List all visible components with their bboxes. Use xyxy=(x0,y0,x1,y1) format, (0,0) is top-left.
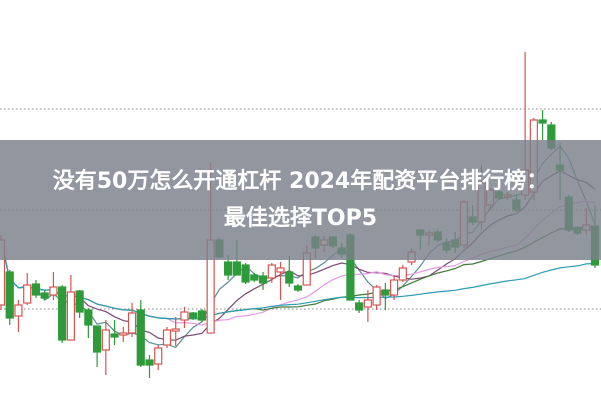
candle-down xyxy=(31,283,41,296)
candle-up xyxy=(127,312,137,334)
candle-down xyxy=(189,312,198,319)
candle-down xyxy=(285,271,294,284)
candle-down xyxy=(258,275,268,284)
candle-up xyxy=(267,264,276,279)
candle-down xyxy=(58,286,67,341)
candle-up xyxy=(180,311,189,321)
candle-down xyxy=(40,292,49,299)
candle-down xyxy=(250,274,259,281)
candle-down xyxy=(232,261,241,276)
candle-down xyxy=(75,290,84,313)
candle-down xyxy=(538,119,547,124)
title-line-2: 最佳选择TOP5 xyxy=(223,206,378,231)
ma60-line xyxy=(0,239,596,320)
candle-down xyxy=(241,264,250,283)
candle-down xyxy=(92,325,102,353)
candle-down xyxy=(145,359,154,366)
candle-up xyxy=(23,284,32,304)
candle-down xyxy=(197,310,207,321)
candle-up xyxy=(389,279,399,296)
candle-down xyxy=(136,309,145,366)
candle-up xyxy=(119,332,128,336)
candle-up xyxy=(398,267,407,281)
candle-up xyxy=(14,304,23,317)
candle-up xyxy=(372,286,381,306)
candle-down xyxy=(293,285,303,291)
candle-down xyxy=(224,261,233,276)
candle-up xyxy=(66,291,75,341)
candle-up xyxy=(154,347,163,365)
candle-down xyxy=(84,309,93,326)
candle-down xyxy=(355,302,364,311)
title-line-1: 没有50万怎么开通杠杆 2024年配资平台排行榜： xyxy=(52,169,549,194)
candle-up xyxy=(276,267,285,273)
candle-up xyxy=(171,328,180,332)
candle-up xyxy=(101,329,110,351)
candle-up xyxy=(162,329,172,346)
candle-down xyxy=(110,333,119,338)
candle-down xyxy=(5,271,14,319)
title-banner: 没有50万怎么开通杠杆 2024年配资平台排行榜： 最佳选择TOP5 xyxy=(0,140,601,260)
candle-down xyxy=(381,289,390,296)
candle-up xyxy=(49,286,58,296)
candle-up xyxy=(363,299,372,308)
